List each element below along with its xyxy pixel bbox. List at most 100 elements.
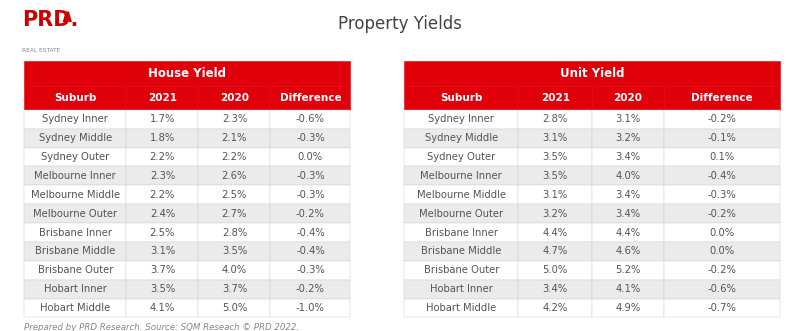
Text: -1.0%: -1.0% <box>296 303 325 313</box>
Text: -0.2%: -0.2% <box>707 209 737 219</box>
Text: Brisbane Inner: Brisbane Inner <box>425 227 498 238</box>
Text: -0.2%: -0.2% <box>296 284 325 294</box>
Text: 2021: 2021 <box>148 93 177 103</box>
Text: Melbourne Inner: Melbourne Inner <box>34 171 116 181</box>
Text: Suburb: Suburb <box>440 93 482 103</box>
Text: Brisbane Inner: Brisbane Inner <box>38 227 112 238</box>
Text: Suburb: Suburb <box>54 93 96 103</box>
Text: 5.0%: 5.0% <box>222 303 247 313</box>
Text: Hobart Middle: Hobart Middle <box>426 303 496 313</box>
Text: 4.2%: 4.2% <box>542 303 568 313</box>
Text: -0.2%: -0.2% <box>707 114 737 124</box>
Text: 2.8%: 2.8% <box>222 227 247 238</box>
Text: 2020: 2020 <box>614 93 642 103</box>
Text: Sydney Middle: Sydney Middle <box>38 133 112 143</box>
Text: 3.1%: 3.1% <box>542 190 568 200</box>
Text: -0.3%: -0.3% <box>296 190 325 200</box>
Text: Property Yields: Property Yields <box>338 15 462 33</box>
Text: REAL ESTATE: REAL ESTATE <box>22 48 61 53</box>
Text: 3.1%: 3.1% <box>150 246 175 257</box>
Text: House Yield: House Yield <box>148 67 226 80</box>
Text: 2.2%: 2.2% <box>150 190 175 200</box>
Text: Melbourne Inner: Melbourne Inner <box>420 171 502 181</box>
Text: Difference: Difference <box>279 93 342 103</box>
Text: -0.4%: -0.4% <box>296 227 325 238</box>
Text: 2.3%: 2.3% <box>150 171 175 181</box>
Text: 2.6%: 2.6% <box>222 171 247 181</box>
Text: 4.4%: 4.4% <box>542 227 568 238</box>
Text: Hobart Inner: Hobart Inner <box>44 284 106 294</box>
Text: 4.7%: 4.7% <box>542 246 568 257</box>
Text: 2.4%: 2.4% <box>150 209 175 219</box>
Text: 3.2%: 3.2% <box>615 133 641 143</box>
Text: Melbourne Outer: Melbourne Outer <box>33 209 118 219</box>
Text: 2.2%: 2.2% <box>222 152 247 162</box>
Text: Brisbane Middle: Brisbane Middle <box>421 246 502 257</box>
Text: 2.1%: 2.1% <box>222 133 247 143</box>
Text: Sydney Inner: Sydney Inner <box>428 114 494 124</box>
Text: -0.3%: -0.3% <box>296 171 325 181</box>
Text: 3.2%: 3.2% <box>542 209 568 219</box>
Text: 3.5%: 3.5% <box>542 152 568 162</box>
Text: 1.8%: 1.8% <box>150 133 175 143</box>
Text: Melbourne Middle: Melbourne Middle <box>30 190 120 200</box>
Text: 2.3%: 2.3% <box>222 114 247 124</box>
Text: PRD.: PRD. <box>22 10 78 30</box>
Text: Brisbane Outer: Brisbane Outer <box>38 265 113 275</box>
Text: 3.1%: 3.1% <box>615 114 641 124</box>
Text: -0.1%: -0.1% <box>707 133 737 143</box>
Text: -0.3%: -0.3% <box>296 133 325 143</box>
Text: 3.4%: 3.4% <box>615 152 641 162</box>
Text: 2.5%: 2.5% <box>222 190 247 200</box>
Text: Melbourne Outer: Melbourne Outer <box>419 209 503 219</box>
Text: 4.0%: 4.0% <box>222 265 247 275</box>
Text: 4.1%: 4.1% <box>150 303 175 313</box>
Text: -0.2%: -0.2% <box>707 265 737 275</box>
Text: -0.3%: -0.3% <box>296 265 325 275</box>
Text: 0.0%: 0.0% <box>298 152 323 162</box>
Text: -0.4%: -0.4% <box>296 246 325 257</box>
Text: Sydney Middle: Sydney Middle <box>425 133 498 143</box>
Text: Hobart Middle: Hobart Middle <box>40 303 110 313</box>
Text: 2021: 2021 <box>541 93 570 103</box>
Text: 5.2%: 5.2% <box>615 265 641 275</box>
Text: Melbourne Middle: Melbourne Middle <box>417 190 506 200</box>
Text: -0.3%: -0.3% <box>708 190 736 200</box>
Text: Prepared by PRD Research. Source: SQM Reseach © PRD 2022.: Prepared by PRD Research. Source: SQM Re… <box>24 323 299 331</box>
Text: 3.4%: 3.4% <box>542 284 568 294</box>
Text: 2020: 2020 <box>220 93 249 103</box>
Text: 3.7%: 3.7% <box>150 265 175 275</box>
Text: Unit Yield: Unit Yield <box>560 67 624 80</box>
Text: 3.5%: 3.5% <box>542 171 568 181</box>
Text: Sydney Inner: Sydney Inner <box>42 114 108 124</box>
Text: 4.4%: 4.4% <box>615 227 641 238</box>
Text: -0.6%: -0.6% <box>296 114 325 124</box>
Text: 3.1%: 3.1% <box>542 133 568 143</box>
Text: ∧: ∧ <box>59 8 74 26</box>
Text: Difference: Difference <box>691 93 753 103</box>
Text: 3.4%: 3.4% <box>615 209 641 219</box>
Text: 2.8%: 2.8% <box>542 114 568 124</box>
Text: 4.9%: 4.9% <box>615 303 641 313</box>
Text: 3.4%: 3.4% <box>615 190 641 200</box>
Text: -0.6%: -0.6% <box>707 284 737 294</box>
Text: 2.5%: 2.5% <box>150 227 175 238</box>
Text: 0.0%: 0.0% <box>710 246 734 257</box>
Text: 4.1%: 4.1% <box>615 284 641 294</box>
Text: Hobart Inner: Hobart Inner <box>430 284 493 294</box>
Text: Brisbane Middle: Brisbane Middle <box>35 246 115 257</box>
Text: 0.1%: 0.1% <box>710 152 734 162</box>
Text: 0.0%: 0.0% <box>710 227 734 238</box>
Text: Sydney Outer: Sydney Outer <box>427 152 495 162</box>
Text: -0.4%: -0.4% <box>708 171 736 181</box>
Text: 2.2%: 2.2% <box>150 152 175 162</box>
Text: 2.7%: 2.7% <box>222 209 247 219</box>
Text: 1.7%: 1.7% <box>150 114 175 124</box>
Text: -0.2%: -0.2% <box>296 209 325 219</box>
Text: 4.6%: 4.6% <box>615 246 641 257</box>
Text: 3.5%: 3.5% <box>150 284 175 294</box>
Text: 3.5%: 3.5% <box>222 246 247 257</box>
Text: Brisbane Outer: Brisbane Outer <box>423 265 499 275</box>
Text: Sydney Outer: Sydney Outer <box>41 152 110 162</box>
Text: 3.7%: 3.7% <box>222 284 247 294</box>
